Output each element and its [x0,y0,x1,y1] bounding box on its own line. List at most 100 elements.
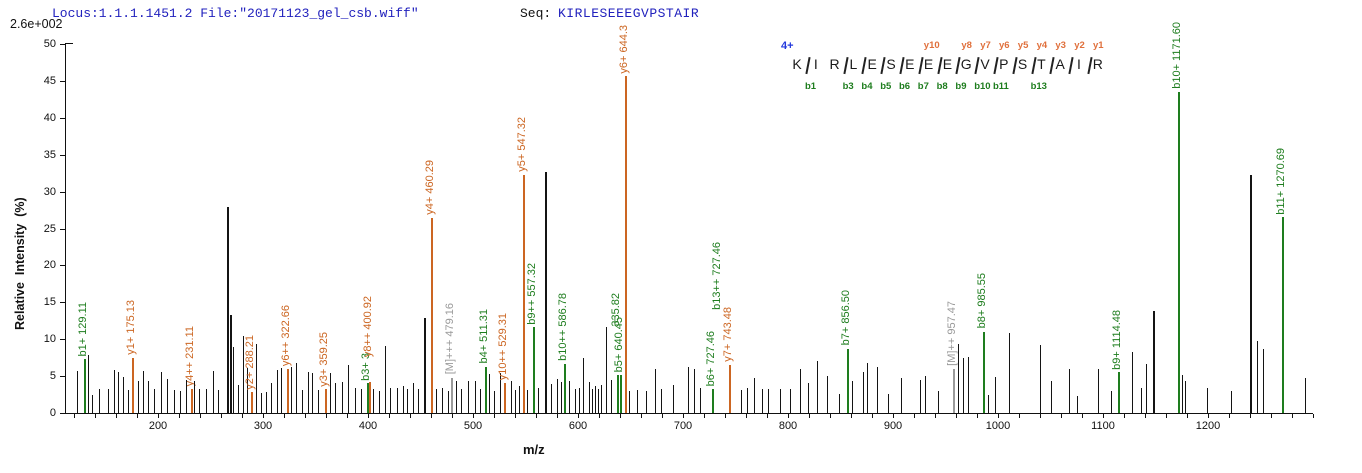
peak-line [1050,381,1052,413]
x-axis-tick [935,414,936,418]
x-axis-tick [1082,414,1083,418]
ion-peak-line [325,389,328,413]
x-axis-tick [1208,414,1209,418]
ladder-y-ion-label: y1 [1093,40,1104,51]
y-axis-tick [60,413,65,414]
x-axis-tick [725,414,726,418]
peak-line [1257,340,1259,413]
peak-line [579,387,581,413]
y-axis-tick-label: 10 [43,333,56,346]
x-axis-tick-label: 800 [778,420,798,432]
peak-label: b9+ 1114.48 [1111,309,1124,370]
ion-peak-line [83,359,86,413]
x-axis-tick [326,414,327,418]
peak-line [761,389,763,413]
x-axis-tick [410,414,411,418]
peak-line [500,373,502,413]
peak-line [138,380,140,413]
peak-line [1132,352,1134,413]
peak-line [99,389,101,413]
peak-line [147,380,149,413]
peak-line [920,379,922,413]
x-axis-tick [368,414,369,418]
x-axis-tick [284,414,285,418]
residue-letter: E [867,56,877,72]
peak-line [672,384,674,413]
ion-peak-line [250,392,253,413]
peak-line [153,388,155,413]
peak-label: y4++ 231.11 [183,326,196,387]
residue-letter: L [849,56,858,72]
x-axis-tick [641,414,642,418]
residue-letter: V [980,56,990,72]
peak-line [276,370,278,413]
peak-line [987,394,989,413]
x-axis-tick [242,414,243,418]
y-axis-tick [60,80,65,82]
x-axis-tick [578,414,579,418]
peak-label: y8++ 400.92 [361,295,374,358]
peak-label: b1+ 129.11 [76,301,89,357]
x-axis-tick [956,414,957,418]
x-axis-tick-label: 600 [568,420,588,432]
peak-line [807,382,809,413]
x-axis-tick [914,414,915,418]
peak-line [418,389,420,413]
x-axis-tick [158,414,159,418]
ion-peak-line [616,375,619,413]
y-axis-tick-label: 20 [43,259,56,272]
spectrum-plot[interactable]: b1+ 129.11 y1+ 175.13 y4++ 231.11 y2+ 288.2… [65,22,1313,413]
peak-line [193,380,195,413]
peak-line [206,389,208,413]
y-axis-tick [60,376,65,378]
peak-line [456,380,458,413]
x-axis-tick [788,414,789,418]
x-axis-tick-label: 200 [148,420,168,432]
peak-line [799,369,801,413]
x-axis-tick [1313,414,1314,418]
x-axis-tick-label: 1000 [985,420,1011,432]
peak-line [636,390,638,413]
peak-line [817,360,819,413]
x-axis-tick-label: 700 [673,420,693,432]
residue-letter: S [886,56,896,72]
peak-line [826,376,828,413]
y-axis-tick [60,228,65,230]
ion-peak-line [728,365,731,413]
peak-line [233,346,235,413]
peak-line [173,390,175,413]
peak-line [467,380,469,413]
peak-line [629,390,631,413]
ion-peak-line [982,331,985,413]
peak-line [601,384,603,413]
ion-peak-line [484,366,487,413]
x-axis-tick [200,414,201,418]
peak-line [123,376,125,413]
x-axis-tick [431,414,432,418]
x-axis-tick-label: 300 [253,420,273,432]
ion-peak-line [131,357,134,413]
peak-line [1304,377,1306,413]
peak-line [1231,390,1233,413]
peak-label: b9++ 557.32 [526,262,539,325]
peak-line [994,376,996,413]
peak-line [538,387,540,413]
y-axis-tick-label: 25 [43,222,56,235]
peak-line [280,367,282,413]
peak-line [1076,396,1078,413]
peak-line [583,358,585,413]
ion-peak-line [564,363,567,413]
x-axis-tick [998,414,999,418]
peak-line [1262,348,1264,413]
residue-letter: I [1077,56,1081,72]
peak-line [180,390,182,413]
peak-label: [M]+++ 479.16 [444,303,457,375]
x-axis-tick [977,414,978,418]
y-axis-tick [60,44,65,45]
y-axis-tick-label: 35 [43,148,56,161]
x-axis-tick [515,414,516,418]
x-axis-tick [1187,414,1188,418]
ladder-y-ion-label: y2 [1074,40,1085,51]
peak-label: y5+ 547.32 [515,116,528,172]
peak-line [237,384,239,413]
